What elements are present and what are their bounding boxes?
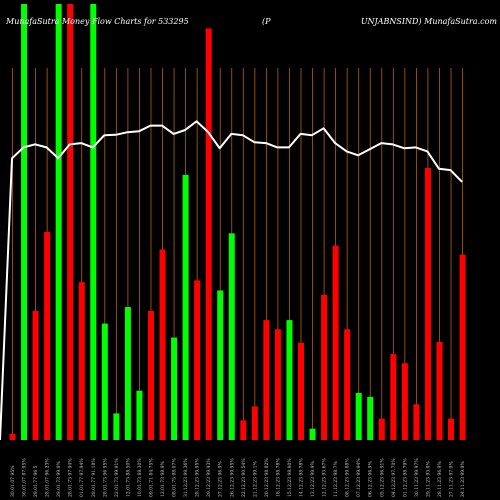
x-tick-label: 06.12.23 96.9% bbox=[368, 461, 374, 497]
x-tick-label: 28.11.23 96.9% bbox=[437, 461, 443, 497]
x-tick-label: 01.01.77 97.94% bbox=[79, 458, 85, 497]
x-tick-label: 21.12.23 99.1% bbox=[252, 461, 258, 497]
bar-up bbox=[309, 428, 316, 440]
bar-up bbox=[136, 390, 143, 440]
x-tick-label: 15.12.23 98.90% bbox=[287, 458, 293, 497]
bar-down bbox=[147, 310, 154, 440]
bar-down bbox=[205, 28, 212, 440]
x-tick-label: 04.12.23 97.70% bbox=[391, 458, 397, 497]
x-tick-label: 01.12.23 98.79% bbox=[402, 458, 408, 497]
bar-down bbox=[263, 320, 270, 440]
bar-up bbox=[113, 413, 120, 440]
x-tick-label: 29.12.23 99.93% bbox=[206, 458, 212, 497]
bar-up bbox=[124, 307, 131, 440]
x-tick-label: 31.12.23 99.36% bbox=[183, 458, 189, 497]
bar-down bbox=[9, 433, 16, 440]
x-tick-label: 26.12.23 99.95% bbox=[229, 458, 235, 497]
x-tick-label: 28.12.23 99.95% bbox=[195, 458, 201, 497]
x-tick-label: 12.01.73 98.9% bbox=[160, 461, 166, 497]
x-tick-label: 05.12.23 96.91% bbox=[379, 458, 385, 497]
bar-down bbox=[321, 294, 328, 440]
bar-up bbox=[55, 4, 62, 440]
x-tick-label: 28.01.77 91.18% bbox=[91, 458, 97, 497]
x-tick-label: 30.11.23 99.97% bbox=[414, 458, 420, 497]
bar-down bbox=[424, 167, 431, 440]
bar-down bbox=[274, 329, 281, 440]
bar-down bbox=[459, 254, 466, 440]
x-tick-label: 09.01.71 84.75% bbox=[148, 458, 154, 497]
bar-down bbox=[298, 342, 304, 440]
bar-up bbox=[21, 4, 28, 440]
bar-down bbox=[159, 249, 166, 440]
bar-up bbox=[367, 396, 374, 440]
bar-down bbox=[344, 329, 351, 440]
bar-down bbox=[32, 310, 39, 440]
x-tick-label: 10.01.73 88.30% bbox=[137, 458, 143, 497]
x-tick-label: 27.11.23 97.9% bbox=[449, 461, 455, 497]
bar-up bbox=[286, 320, 293, 440]
bar-down bbox=[332, 245, 339, 440]
x-tick-label: 28.01.73 97 94% bbox=[68, 458, 74, 497]
x-tick-label: 08.12.23 99.88% bbox=[345, 458, 351, 497]
line-layer bbox=[0, 120, 463, 441]
bar-up bbox=[355, 392, 362, 440]
x-tick-label: 22.01.73 99.91% bbox=[114, 458, 120, 497]
bar-down bbox=[413, 404, 420, 440]
chart-title: MunafaSutra Money Flow Charts for 533295 bbox=[5, 17, 189, 26]
x-tick-label: 08.01.75 98.07% bbox=[172, 458, 178, 497]
x-tick-label: 29.01.77 96 5 bbox=[33, 465, 39, 497]
x-tick-label: 29.11.23 93.8% bbox=[425, 461, 431, 497]
bar-down bbox=[194, 280, 201, 440]
x-tick-label: 30.01.07 95% bbox=[10, 465, 16, 497]
x-tick-label: 22.12.23 90.54% bbox=[241, 458, 247, 497]
x-tick-label: 12.01.73 88.50% bbox=[125, 458, 131, 497]
chart-title-ticker-part: (P bbox=[262, 17, 271, 26]
bar-up bbox=[228, 233, 235, 440]
bar-down bbox=[390, 354, 397, 440]
bar-down bbox=[251, 406, 258, 440]
bar-layer bbox=[9, 4, 466, 441]
bar-down bbox=[378, 418, 385, 440]
x-tick-label: 12.12.23 93.67% bbox=[322, 458, 328, 497]
x-tick-label: 27.12.23 96.9% bbox=[218, 461, 224, 497]
x-tick-label: 30.01.07 87.95% bbox=[22, 458, 28, 497]
x-tick-label: 20.12.23 98.82% bbox=[264, 458, 270, 497]
money-flow-line bbox=[0, 120, 463, 441]
bar-up bbox=[217, 290, 224, 440]
bar-up bbox=[101, 323, 108, 440]
x-tick-label: 11.12.23 98.7% bbox=[333, 461, 339, 497]
x-tick-label: 28.01.07 96.23% bbox=[45, 458, 51, 497]
x-tick-label: 28.01.73 96 95% bbox=[102, 458, 108, 497]
bar-down bbox=[67, 4, 74, 440]
bar-down bbox=[78, 282, 85, 440]
bar-down bbox=[240, 420, 247, 440]
x-tick-label: 07.12.23 99.94% bbox=[356, 458, 362, 497]
x-tick-label: 13.12.23 99.9% bbox=[310, 461, 316, 497]
x-tick-label: 29.01.73 99.9% bbox=[56, 461, 62, 497]
bar-down bbox=[448, 418, 455, 440]
bar-down bbox=[436, 341, 443, 440]
bar-down bbox=[44, 232, 51, 440]
bar-down bbox=[401, 363, 408, 440]
x-tick-label: 18.12.23 98.78% bbox=[275, 458, 281, 497]
bar-up bbox=[182, 174, 189, 441]
x-tick-label: 14.12.23 98.78% bbox=[299, 458, 305, 497]
x-tick-label: 24.11.23 99.9% bbox=[460, 461, 466, 497]
chart-title-site: UNJABNSIND) MunafaSutra.com bbox=[361, 17, 498, 26]
bar-up bbox=[90, 4, 97, 440]
tick-layer: 30.01.07 95% 30.01.07 87.95% 29.01.77 96 5… bbox=[10, 458, 466, 497]
bar-up bbox=[171, 337, 178, 440]
